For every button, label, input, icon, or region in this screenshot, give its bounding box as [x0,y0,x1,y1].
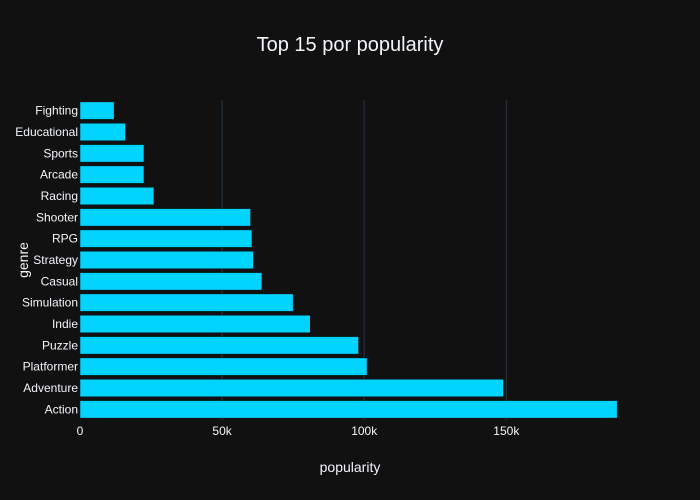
bar-casual[interactable] [79,272,263,291]
bar-sports[interactable] [79,144,145,163]
y-tick-label: Arcade [40,168,78,182]
x-tick-label: 0 [77,424,84,438]
bar-fighting[interactable] [79,101,115,120]
y-tick-label: Action [45,402,78,416]
y-tick-label: Adventure [23,381,78,395]
x-axis-label: popularity [320,459,381,475]
y-tick-label: Fighting [35,104,78,118]
bar-indie[interactable] [79,315,311,333]
y-tick-label: RPG [52,232,78,246]
y-axis-tick-labels: Action Adventure Platformer Puzzle Indie Simu… [15,104,78,417]
y-tick-label: Casual [41,274,78,288]
y-tick-label: Simulation [22,296,78,310]
bar-simulation[interactable] [79,293,294,312]
y-tick-label: Platformer [23,360,78,374]
y-tick-label: Racing [41,189,78,203]
bar-educational[interactable] [79,123,126,141]
y-tick-label: Strategy [33,253,78,267]
bar-action[interactable] [79,400,618,419]
bar-adventure[interactable] [79,379,504,397]
bars [79,101,618,419]
bar-puzzle[interactable] [79,336,359,355]
bar-strategy[interactable] [79,251,254,269]
y-tick-label: Shooter [36,210,78,224]
y-tick-label: Educational [15,125,78,139]
x-tick-label: 150k [493,424,520,438]
x-axis-tick-labels: 0 50k 100k 150k [77,424,521,438]
x-tick-label: 50k [212,424,232,438]
bar-rpg[interactable] [79,229,253,248]
y-tick-label: Sports [43,146,78,160]
y-tick-label: Indie [52,317,78,331]
bar-platformer[interactable] [79,357,368,376]
bar-racing[interactable] [79,187,155,205]
y-axis-label: genre [15,242,31,278]
y-tick-label: Puzzle [42,338,78,352]
bar-shooter[interactable] [79,208,251,227]
x-tick-label: 100k [351,424,378,438]
chart-title: Top 15 por popularity [257,34,444,56]
bar-arcade[interactable] [79,165,145,184]
